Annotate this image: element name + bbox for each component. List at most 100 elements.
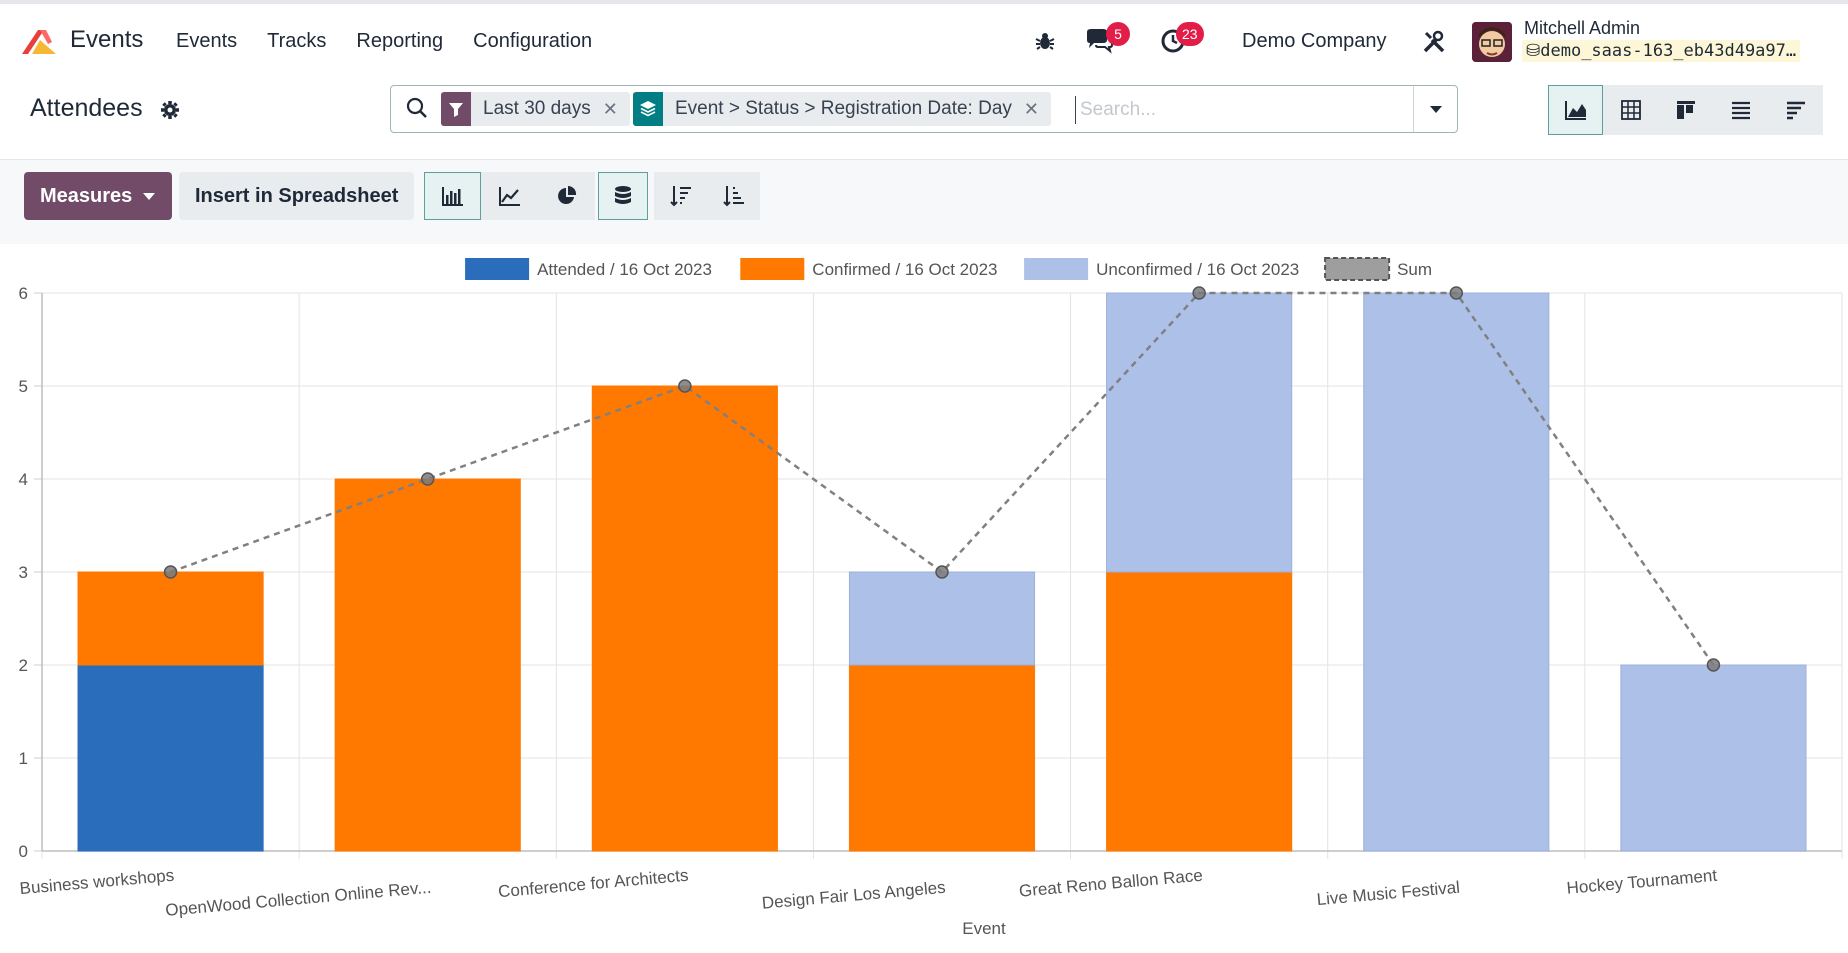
sort-ascending-icon (722, 186, 744, 207)
bar-segment (848, 664, 1036, 852)
search-facet-groupby: Event > Status > Registration Date: Day … (633, 92, 1051, 126)
top-navbar: Events Events Tracks Reporting Configura… (0, 0, 1848, 76)
activities-count-badge: 23 (1176, 22, 1204, 46)
y-tick-label: 1 (19, 749, 28, 768)
sort-descending-button[interactable] (654, 172, 707, 220)
caret-down-icon (143, 193, 156, 200)
search-input[interactable] (1075, 96, 1405, 124)
insert-in-spreadsheet-button[interactable]: Insert in Spreadsheet (179, 172, 415, 220)
menu-item-reporting[interactable]: Reporting (356, 30, 444, 52)
menu-item-configuration[interactable]: Configuration (473, 30, 593, 52)
database-icon: ⛁ (1526, 41, 1541, 61)
legend-swatch (465, 258, 530, 280)
sum-point (1192, 286, 1206, 300)
debug-bug-icon[interactable] (1034, 30, 1056, 52)
stacked-toggle-button[interactable] (598, 172, 648, 220)
area-chart-icon (1564, 101, 1586, 120)
sort-descending-icon (669, 186, 691, 207)
main-menu: Events Tracks Reporting Configuration (176, 30, 592, 53)
measures-label: Measures (40, 184, 133, 207)
legend-swatch (1324, 257, 1391, 281)
database-label: demo_saas-163_eb43d49a97… (1540, 41, 1797, 61)
bar-segment (77, 571, 264, 666)
facet-label: Last 30 days (483, 98, 591, 119)
menu-item-events[interactable]: Events (176, 30, 238, 52)
bar-chart-button[interactable] (424, 172, 481, 220)
bar-chart-icon (441, 187, 463, 206)
search-options-toggle[interactable] (1413, 86, 1457, 132)
view-graph-button[interactable] (1548, 85, 1603, 135)
events-app-logo-icon[interactable] (18, 26, 60, 58)
user-avatar[interactable] (1472, 22, 1512, 62)
pie-chart-button[interactable] (538, 172, 595, 220)
x-axis-label: Event (962, 919, 1006, 938)
bar-segment (1106, 292, 1293, 573)
y-tick-label: 0 (19, 842, 28, 861)
line-chart-button[interactable] (481, 172, 538, 220)
x-tick-label: Design Fair Los Angeles (761, 878, 946, 913)
control-panel: Attendees Last 30 days ✕ (0, 76, 1848, 160)
y-tick-label: 2 (19, 656, 28, 675)
bar-segment (1620, 664, 1807, 852)
gear-icon[interactable] (160, 100, 180, 120)
view-list-button[interactable] (1713, 85, 1768, 135)
bar-segment (1106, 571, 1293, 852)
facet-remove-icon[interactable]: ✕ (1023, 98, 1039, 119)
x-tick-label: OpenWood Collection Online Rev... (165, 878, 432, 920)
view-kanban-button[interactable] (1658, 85, 1713, 135)
bar-segment (591, 385, 778, 852)
legend-label: Confirmed / 16 Oct 2023 (812, 260, 997, 279)
user-name[interactable]: Mitchell Admin (1524, 18, 1641, 38)
sum-point (678, 379, 692, 393)
view-switcher (1548, 85, 1823, 135)
sum-point (1449, 286, 1464, 300)
caret-down-icon (1429, 106, 1442, 113)
legend-label: Sum (1397, 260, 1432, 279)
sort-ascending-button[interactable] (707, 172, 760, 220)
bar-segment (1363, 292, 1550, 852)
database-stack-icon (615, 186, 631, 204)
sum-point (420, 472, 435, 486)
x-tick-label: Hockey Tournament (1566, 866, 1718, 898)
line-chart-icon (498, 187, 520, 206)
facet-remove-icon[interactable]: ✕ (602, 98, 618, 119)
table-icon (1620, 100, 1641, 120)
y-tick-label: 6 (19, 284, 28, 303)
graph-toolbar: Measures Insert in Spreadsheet (0, 160, 1848, 244)
x-tick-label: Great Reno Ballon Race (1018, 866, 1203, 901)
measures-dropdown-button[interactable]: Measures (24, 172, 173, 220)
avatar-face-icon (1472, 22, 1512, 62)
chart-type-group (424, 172, 595, 220)
x-tick-label: Conference for Architects (497, 866, 689, 902)
y-tick-label: 5 (19, 377, 28, 396)
sort-group (654, 172, 760, 220)
legend-label: Unconfirmed / 16 Oct 2023 (1096, 260, 1299, 279)
search-icon[interactable] (405, 96, 429, 120)
bar-segment (77, 664, 264, 852)
menu-item-tracks[interactable]: Tracks (267, 30, 327, 52)
bar-segment (848, 571, 1036, 666)
x-tick-label: Live Music Festival (1316, 878, 1461, 909)
database-name: ⛁demo_saas-163_eb43d49a97… (1522, 40, 1801, 62)
tools-icon[interactable] (1422, 30, 1446, 54)
view-gantt-button[interactable] (1768, 85, 1823, 135)
app-name[interactable]: Events (70, 26, 144, 53)
legend-label: Attended / 16 Oct 2023 (537, 260, 712, 279)
view-pivot-button[interactable] (1603, 85, 1658, 135)
list-icon (1731, 101, 1750, 120)
gantt-icon (1786, 101, 1805, 120)
kanban-icon (1676, 101, 1695, 119)
sum-point (1706, 658, 1721, 672)
facet-label: Event > Status > Registration Date: Day (675, 98, 1012, 119)
search-facet-filter: Last 30 days ✕ (441, 92, 630, 126)
stacked-group (598, 172, 648, 220)
sum-point (935, 565, 949, 579)
graph-view: 0 1 2 3 4 5 6 Business workshops OpenWood Collec… (0, 244, 1848, 948)
bar-segment (334, 478, 521, 852)
page-title[interactable]: Attendees (30, 94, 143, 122)
y-tick-label: 3 (19, 563, 28, 582)
company-switcher[interactable]: Demo Company (1242, 30, 1387, 52)
legend-swatch (740, 258, 805, 280)
y-tick-label: 4 (19, 470, 28, 489)
